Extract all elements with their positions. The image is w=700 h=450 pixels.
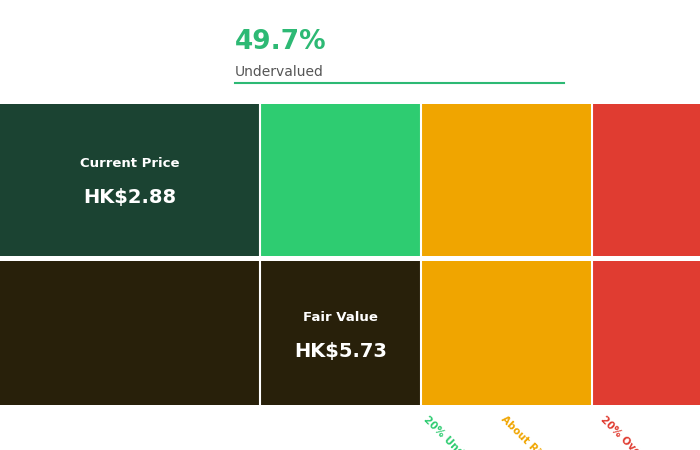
Text: 20% Overvalued: 20% Overvalued [598, 414, 673, 450]
FancyBboxPatch shape [0, 256, 700, 261]
Text: Fair Value: Fair Value [304, 311, 378, 324]
Text: 20% Undervalued: 20% Undervalued [421, 414, 502, 450]
Text: HK$5.73: HK$5.73 [295, 342, 387, 360]
Text: HK$2.88: HK$2.88 [83, 188, 177, 207]
FancyBboxPatch shape [592, 261, 700, 405]
FancyBboxPatch shape [421, 261, 592, 405]
FancyBboxPatch shape [592, 104, 700, 261]
FancyBboxPatch shape [260, 104, 421, 261]
Text: Undervalued: Undervalued [234, 65, 323, 79]
FancyBboxPatch shape [421, 104, 592, 261]
Text: Current Price: Current Price [80, 158, 180, 170]
Text: 49.7%: 49.7% [234, 29, 326, 55]
Text: About Right: About Right [500, 414, 556, 450]
FancyBboxPatch shape [0, 104, 260, 261]
FancyBboxPatch shape [0, 261, 421, 405]
